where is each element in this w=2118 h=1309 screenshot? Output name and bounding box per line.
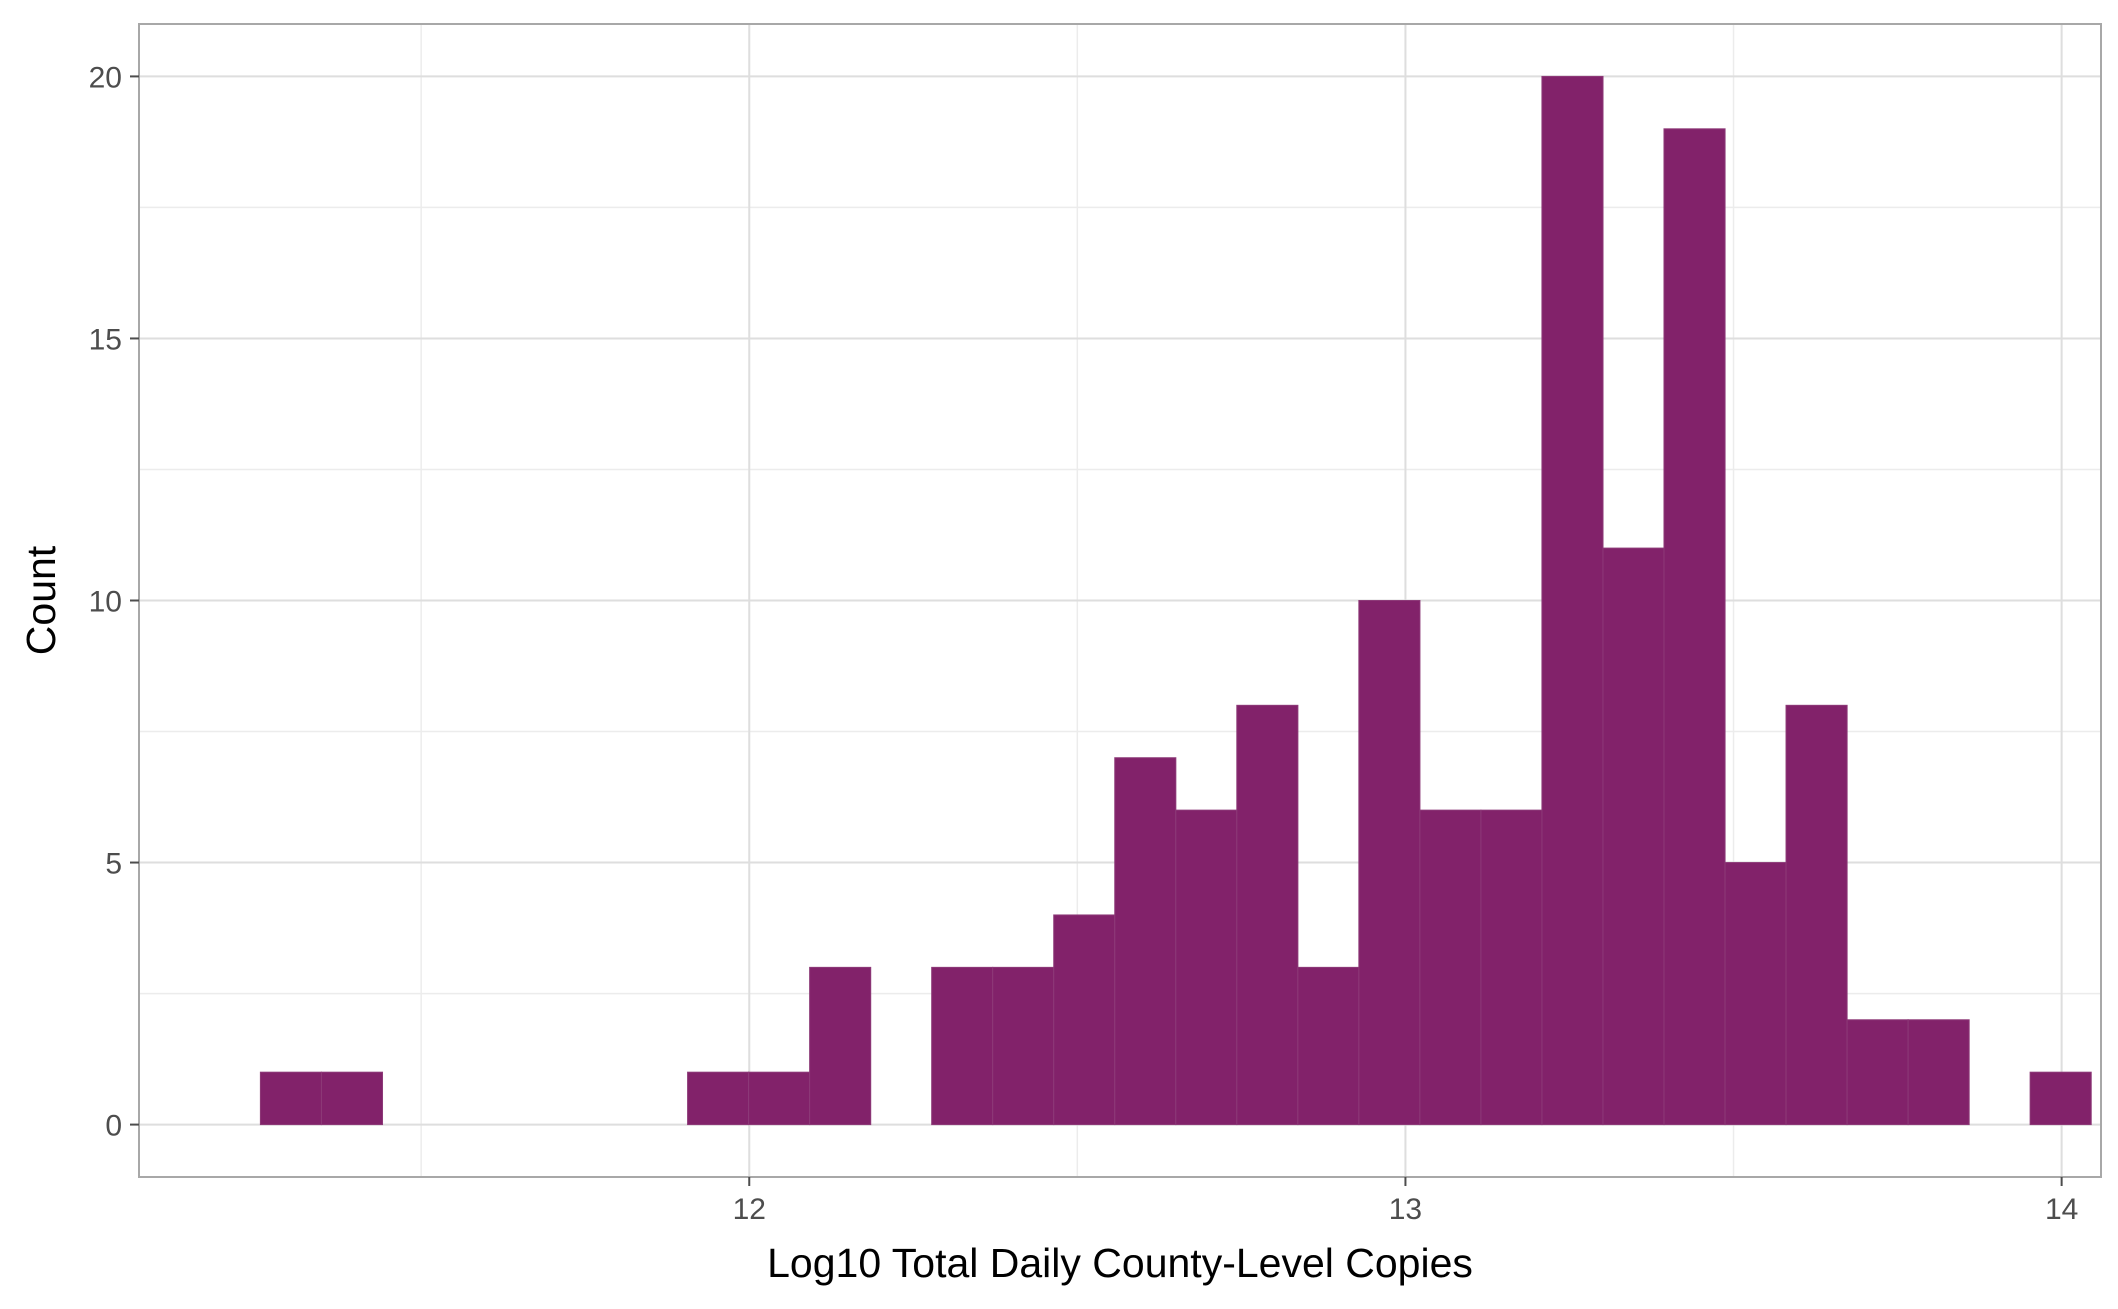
y-axis-ticks: 0 5 10 15 20 (89, 61, 139, 1143)
histogram-bar (1419, 809, 1482, 1126)
histogram-bar (1785, 704, 1848, 1126)
histogram-bar (1358, 600, 1421, 1126)
histogram-bar (1663, 128, 1726, 1126)
histogram-bar (1236, 704, 1299, 1126)
histogram-bar (748, 1071, 811, 1126)
y-tick-label: 0 (105, 1110, 122, 1143)
histogram-bar (992, 966, 1055, 1126)
histogram-bar (1602, 547, 1665, 1126)
histogram-bar (1297, 966, 1360, 1126)
y-tick-label: 20 (89, 61, 122, 94)
x-axis-title: Log10 Total Daily County-Level Copies (767, 1240, 1473, 1286)
histogram-bar (320, 1071, 384, 1126)
histogram-bars (259, 75, 2092, 1126)
x-axis-ticks: 12 13 14 (733, 1177, 2078, 1226)
x-tick-label: 13 (1389, 1193, 1422, 1226)
histogram-bar (1724, 862, 1787, 1126)
histogram-bar (931, 966, 994, 1126)
histogram-bar (1053, 914, 1116, 1126)
y-axis-title: Count (18, 545, 64, 655)
histogram-bar (1480, 809, 1543, 1126)
histogram-bar (809, 966, 872, 1126)
histogram-bar (1114, 757, 1177, 1126)
histogram-bar (1846, 1019, 1909, 1126)
histogram-bar (687, 1071, 750, 1126)
histogram-bar (1175, 809, 1238, 1126)
y-tick-label: 5 (105, 848, 122, 881)
x-tick-label: 12 (733, 1193, 766, 1226)
histogram-bar (1541, 75, 1604, 1126)
histogram-bar (2029, 1071, 2092, 1126)
y-tick-label: 15 (89, 323, 122, 356)
histogram-bar (259, 1071, 322, 1126)
y-tick-label: 10 (89, 586, 122, 619)
x-tick-label: 14 (2045, 1193, 2078, 1226)
histogram-bar (1907, 1019, 1970, 1126)
